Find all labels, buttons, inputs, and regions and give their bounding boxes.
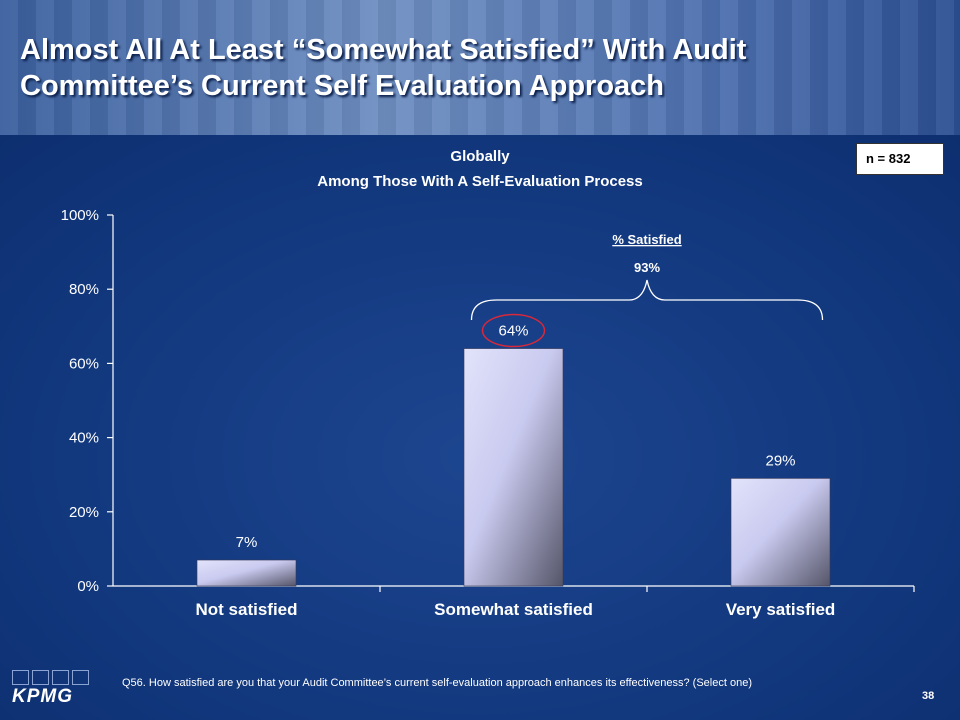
annotation-brace [470,279,824,321]
category-label: Not satisfied [195,600,297,619]
slide-title: Almost All At Least “Somewhat Satisfied”… [20,34,747,102]
sample-size-box: n = 832 [856,143,944,175]
category-label: Somewhat satisfied [434,600,593,619]
bar-somewhat-satisfied [463,348,564,587]
y-tick-label: 20% [69,504,99,521]
highlight-circle-icon [481,313,546,348]
page-number: 38 [922,690,935,702]
bar-very-satisfied [730,478,831,587]
y-tick-label: 60% [69,355,99,372]
header-background [0,0,960,135]
kpmg-logo: KPMG [12,670,97,708]
question-footnote: Q56. How satisfied are you that your Aud… [122,677,752,689]
chart-subtitle-scope: Globally [450,148,510,165]
annotation-value: 93% [634,260,660,275]
logo-boxes-icon [12,670,97,685]
y-tick-label: 80% [69,281,99,298]
y-tick-label: 0% [77,578,99,595]
data-label: 7% [236,534,258,551]
data-label: 64% [498,323,528,340]
category-label: Very satisfied [726,600,836,619]
y-tick-label: 100% [61,207,99,224]
logo-text: KPMG [12,686,73,707]
chart-subtitle-population: Among Those With A Self-Evaluation Proce… [317,173,643,190]
annotation-heading: % Satisfied [612,232,681,247]
bar-not-satisfied [196,559,297,587]
y-tick-label: 40% [69,430,99,447]
data-label: 29% [765,452,795,469]
